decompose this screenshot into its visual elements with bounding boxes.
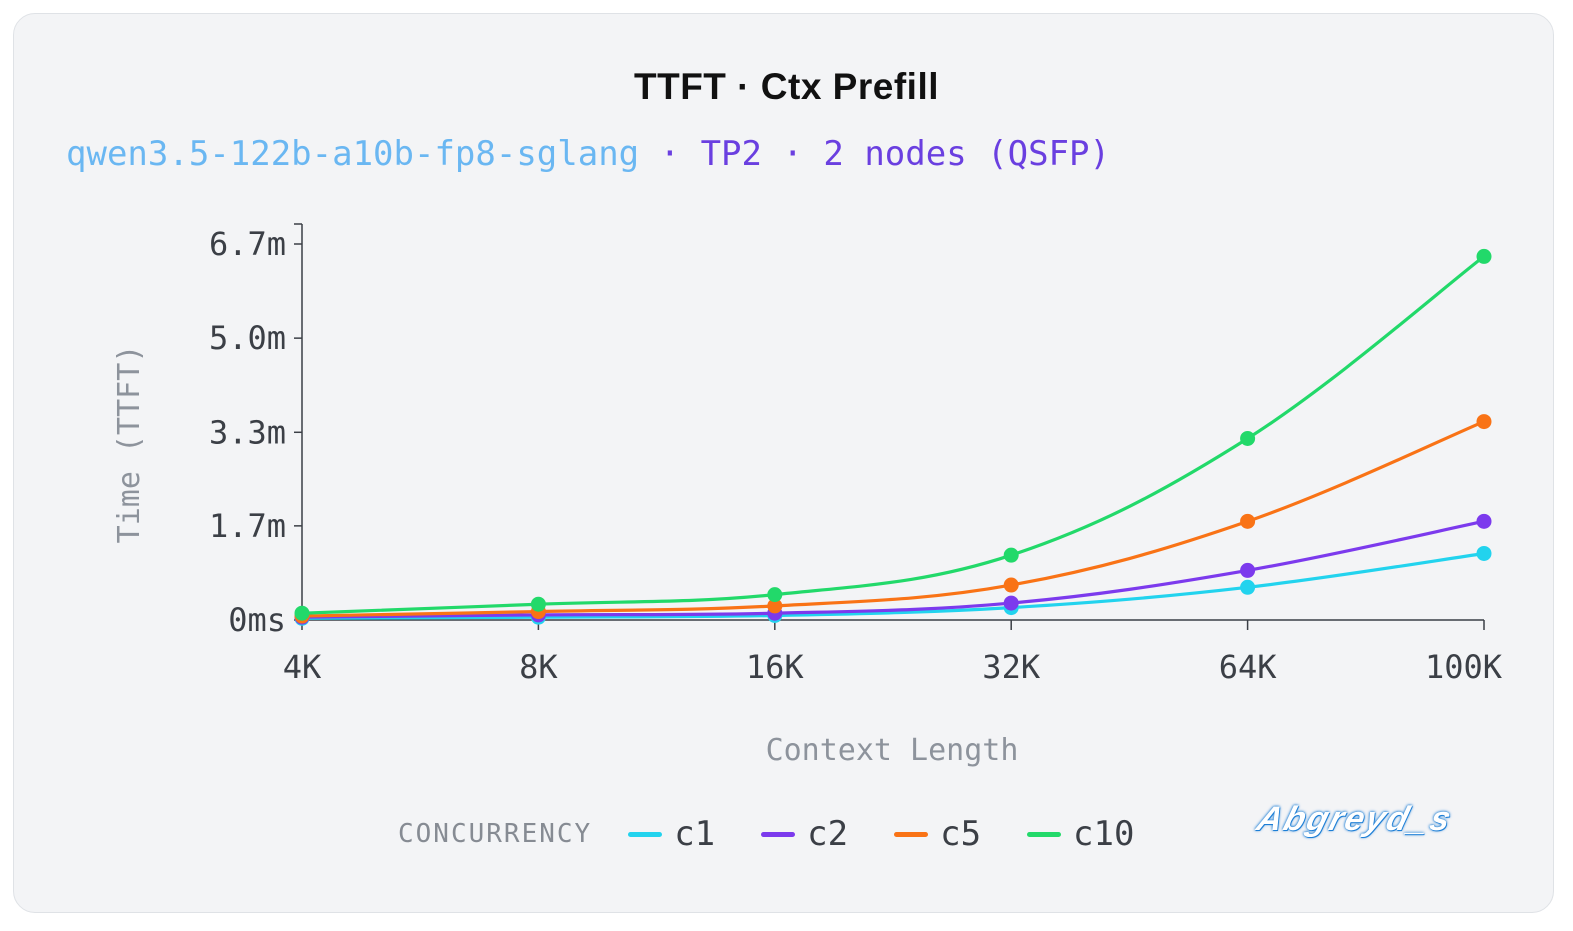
data-point-c1: [1476, 545, 1492, 561]
x-tick-label: 4K: [283, 648, 322, 686]
y-tick-label: 6.7m: [209, 225, 286, 263]
subtitle-config: · TP2 · 2 nodes (QSFP): [639, 134, 1110, 174]
data-point-c10: [294, 605, 310, 621]
chart-card: [13, 13, 1554, 913]
legend-item-c2: c2: [761, 814, 848, 854]
x-tick-label: 32K: [982, 648, 1041, 686]
data-point-c5: [767, 598, 783, 614]
data-point-c10: [767, 587, 783, 603]
legend-swatch: [894, 831, 929, 837]
data-point-c5: [1476, 414, 1492, 430]
series-line-c10: [300, 254, 1486, 615]
data-point-c2: [1240, 562, 1256, 578]
series-line-c5: [300, 419, 1486, 618]
watermark-logo: Abgreyd_s: [1253, 800, 1457, 838]
legend-swatch: [1027, 831, 1062, 837]
data-point-c10: [1476, 248, 1492, 264]
y-tick-label: 5.0m: [209, 319, 286, 357]
x-tick-label: 8K: [519, 648, 558, 686]
chart-series: [294, 248, 1492, 626]
data-point-c10: [1240, 430, 1256, 446]
x-tick-label: 100K: [1425, 648, 1503, 686]
legend-label: c2: [807, 814, 849, 854]
legend-swatch: [761, 831, 796, 837]
legend-items: c1 c2 c5 c10: [628, 814, 1180, 854]
legend-title: CONCURRENCY: [398, 819, 593, 849]
x-tick-label: 64K: [1219, 648, 1278, 686]
legend-item-c10: c10: [1027, 814, 1134, 854]
legend-swatch: [628, 831, 663, 837]
y-tick-label: 0ms: [228, 601, 286, 639]
data-point-c5: [1240, 513, 1256, 529]
chart-axes: 0ms 1.7m 3.3m 5.0m 6.7m 4K 8K 16K 32K 64K 100K: [209, 223, 1503, 686]
y-tick-label: 3.3m: [209, 413, 286, 451]
data-point-c2: [1003, 595, 1019, 611]
series-line-c2: [300, 519, 1486, 619]
legend-label: c5: [940, 814, 982, 854]
chart-title: TTFT · Ctx Prefill: [634, 66, 939, 107]
data-point-c10: [1003, 547, 1019, 563]
data-point-c5: [1003, 577, 1019, 593]
x-tick-label: 16K: [746, 648, 805, 686]
data-point-c2: [1476, 513, 1492, 529]
legend-label: c10: [1073, 814, 1135, 854]
legend-label: c1: [674, 814, 716, 854]
y-tick-label: 1.7m: [209, 507, 286, 545]
subtitle-model: qwen3.5-122b-a10b-fp8-sglang: [66, 134, 640, 174]
y-axis-title: Time (TTFT): [112, 345, 147, 544]
legend-item-c5: c5: [894, 814, 981, 854]
series-line-c1: [300, 551, 1486, 620]
legend-item-c1: c1: [628, 814, 715, 854]
chart-subtitle: qwen3.5-122b-a10b-fp8-sglang · TP2 · 2 n…: [66, 134, 1110, 174]
data-point-c10: [530, 596, 546, 612]
data-point-c1: [1240, 579, 1256, 595]
legend: CONCURRENCY c1 c2 c5 c10: [398, 814, 1180, 854]
x-axis-title: Context Length: [766, 733, 1019, 768]
